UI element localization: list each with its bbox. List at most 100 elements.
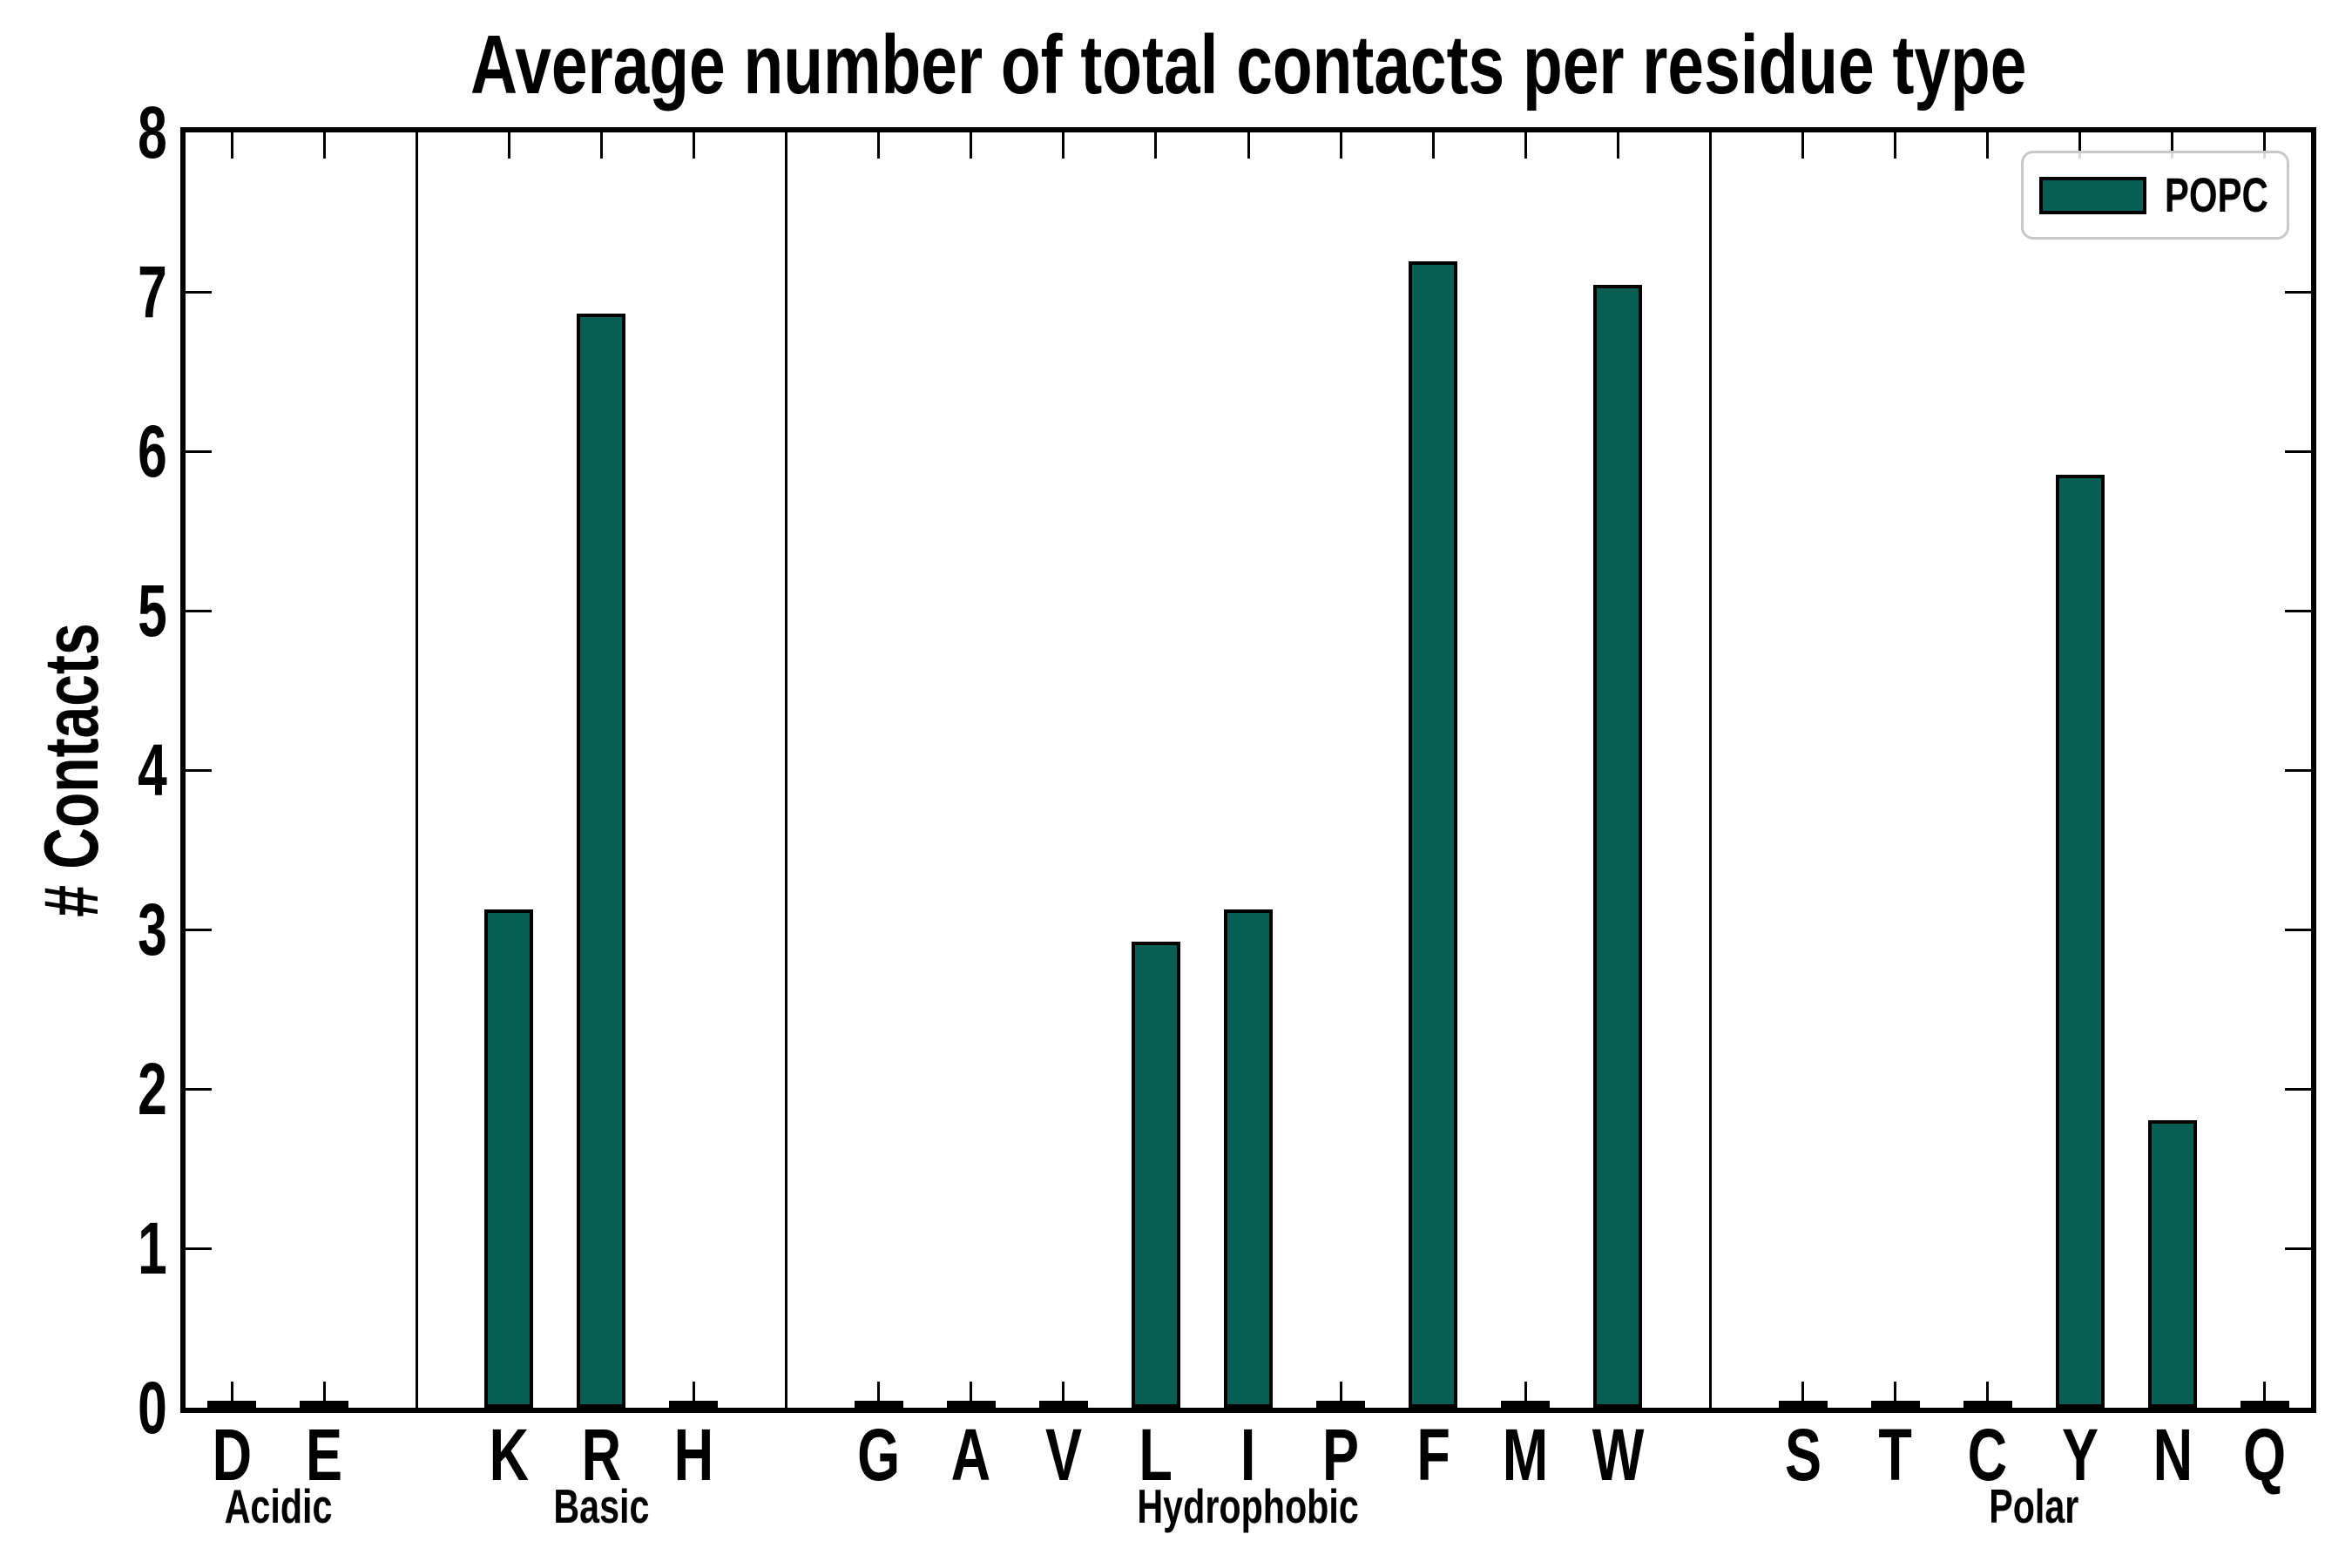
x-tick-label-P: P — [1322, 1414, 1360, 1496]
x-tick — [1986, 1382, 1990, 1408]
x-tick-label-G: G — [857, 1414, 901, 1496]
x-tick — [970, 1382, 973, 1408]
x-tick — [2263, 1382, 2267, 1408]
x-tick — [1894, 132, 1897, 159]
x-tick-label-R: R — [581, 1414, 622, 1496]
x-tick-label-M: M — [1502, 1414, 1549, 1496]
y-tick — [2285, 928, 2311, 931]
x-tick — [1894, 1382, 1897, 1408]
x-tick — [1339, 132, 1342, 159]
bar-T — [1870, 1401, 1920, 1408]
bar-A — [946, 1401, 996, 1408]
x-tick — [322, 132, 326, 159]
y-tick-label-5: 5 — [138, 570, 167, 652]
x-tick-label-A: A — [950, 1414, 991, 1496]
x-tick-label-N: N — [2153, 1414, 2193, 1496]
x-tick-label-L: L — [1139, 1414, 1173, 1496]
legend-label: POPC — [2146, 171, 2287, 220]
y-tick-label-1: 1 — [138, 1207, 167, 1289]
y-tick — [186, 928, 212, 931]
y-tick — [186, 1087, 212, 1091]
x-tick-label-E: E — [306, 1414, 343, 1496]
x-tick-label-D: D — [212, 1414, 252, 1496]
y-tick — [2285, 1087, 2311, 1091]
group-separator — [785, 132, 788, 1408]
page-title: Average number of total contacts per res… — [180, 19, 2316, 112]
x-tick-label-C: C — [1967, 1414, 2008, 1496]
y-tick-label-3: 3 — [138, 889, 167, 970]
bar-W — [1593, 285, 1643, 1408]
page-title-text: Average number of total contacts per res… — [470, 18, 2027, 112]
x-tick — [970, 132, 973, 159]
y-tick — [2285, 609, 2311, 612]
group-separator — [1708, 132, 1712, 1408]
bar-G — [854, 1401, 903, 1408]
x-tick — [2078, 132, 2082, 159]
bar-V — [1038, 1401, 1088, 1408]
y-tick-label-7: 7 — [138, 251, 167, 333]
bar-R — [577, 314, 626, 1408]
x-tick — [1154, 132, 1158, 159]
bar-Y — [2055, 475, 2105, 1408]
x-tick — [2263, 132, 2267, 159]
group-separator — [415, 132, 418, 1408]
bar-S — [1778, 1401, 1828, 1408]
x-tick-label-W: W — [1592, 1414, 1645, 1496]
bar-L — [1131, 942, 1180, 1408]
x-tick — [1431, 132, 1435, 159]
x-tick-label-S: S — [1784, 1414, 1821, 1496]
x-tick — [1247, 132, 1250, 159]
y-tick — [2285, 768, 2311, 772]
x-tick — [1801, 132, 1805, 159]
y-tick-label-8: 8 — [138, 91, 167, 173]
bar-P — [1316, 1401, 1366, 1408]
bar-E — [300, 1401, 349, 1408]
x-tick-label-Q: Q — [2243, 1414, 2287, 1496]
x-tick — [2171, 132, 2174, 159]
y-tick — [186, 290, 212, 294]
y-tick — [186, 768, 212, 772]
bar-I — [1224, 909, 1273, 1408]
group-label-basic: Basic — [553, 1479, 650, 1533]
x-tick — [877, 1382, 881, 1408]
bar-H — [669, 1401, 719, 1408]
y-tick-label-6: 6 — [138, 410, 167, 492]
y-tick — [2285, 449, 2311, 453]
bar-D — [207, 1401, 257, 1408]
x-tick-label-F: F — [1416, 1414, 1450, 1496]
x-tick — [599, 132, 603, 159]
bar-N — [2147, 1120, 2197, 1408]
x-tick-label-I: I — [1240, 1414, 1256, 1496]
legend: POPC — [2021, 151, 2289, 240]
x-tick — [1062, 1382, 1065, 1408]
x-tick — [1339, 1382, 1342, 1408]
x-tick-label-T: T — [1878, 1414, 1912, 1496]
x-tick — [1524, 1382, 1527, 1408]
x-tick-label-K: K — [489, 1414, 530, 1496]
y-tick — [186, 449, 212, 453]
x-tick — [507, 132, 510, 159]
x-tick — [692, 132, 695, 159]
y-tick — [2285, 1247, 2311, 1250]
x-tick — [1986, 132, 1990, 159]
bar-F — [1409, 261, 1458, 1408]
y-tick-label-4: 4 — [138, 729, 167, 811]
bar-Q — [2240, 1401, 2289, 1408]
legend-swatch — [2039, 176, 2146, 214]
x-tick — [322, 1382, 326, 1408]
x-tick-label-H: H — [673, 1414, 714, 1496]
x-tick — [1616, 132, 1619, 159]
group-label-polar: Polar — [1989, 1479, 2079, 1533]
x-tick — [1524, 132, 1527, 159]
legend-label-text: POPC — [2164, 167, 2269, 222]
y-tick — [2285, 290, 2311, 294]
x-tick-label-Y: Y — [2061, 1414, 2099, 1496]
x-tick — [1062, 132, 1065, 159]
y-tick — [186, 1247, 212, 1250]
x-tick — [877, 132, 881, 159]
x-tick — [230, 132, 233, 159]
y-tick — [186, 609, 212, 612]
x-tick — [692, 1382, 695, 1408]
x-tick-label-V: V — [1044, 1414, 1082, 1496]
